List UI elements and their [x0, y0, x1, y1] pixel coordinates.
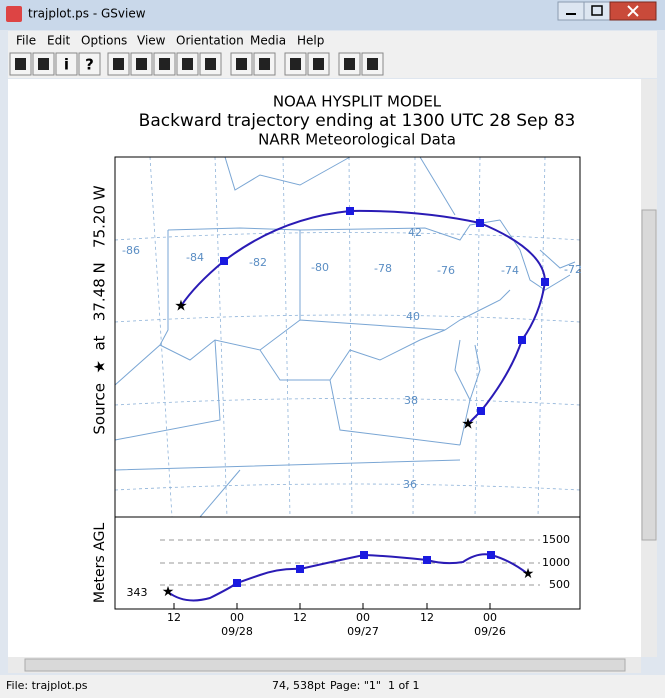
longitude-label: -72	[564, 263, 582, 276]
longitude-label: -82	[249, 256, 267, 269]
toolbar-icon	[236, 58, 247, 70]
latitude-label: 40	[406, 310, 420, 323]
maximize-button[interactable]	[583, 1, 611, 21]
date-label: 09/27	[347, 625, 379, 638]
toolbar-icon	[367, 58, 378, 70]
toolbar-icon	[344, 58, 355, 70]
height-end-star: ★	[522, 566, 535, 582]
longitude-label: -84	[186, 251, 204, 264]
maximize-glyph	[591, 5, 603, 16]
app-icon	[6, 6, 22, 22]
plot-subtitle: Backward trajectory ending at 1300 UTC 2…	[139, 111, 576, 131]
height-axis-label: Meters AGL	[92, 523, 108, 603]
status-file: File: trajplot.ps	[6, 679, 88, 692]
time-label: 12	[293, 611, 307, 624]
height-marker	[296, 565, 304, 573]
height-marker	[360, 551, 368, 559]
start-height: 343	[127, 586, 148, 599]
plot-source: NARR Meteorological Data	[258, 131, 456, 149]
toolbar-icon	[159, 58, 170, 70]
date-label: 09/26	[474, 625, 506, 638]
longitude-label: -78	[374, 262, 392, 275]
status-position: 74, 538pt	[272, 679, 326, 692]
toolbar-button[interactable]	[78, 52, 101, 76]
latitude-label: 36	[403, 478, 417, 491]
toolbar-info[interactable]: i	[64, 56, 69, 74]
toolbar-icon	[113, 58, 124, 70]
trajectory-marker	[346, 207, 354, 215]
toolbar-icon	[15, 58, 26, 70]
end-star: ★	[174, 297, 187, 315]
trajectory-marker	[541, 278, 549, 286]
latitude-label: 38	[404, 394, 418, 407]
time-label: 00	[230, 611, 244, 624]
time-label: 00	[356, 611, 370, 624]
menu-item[interactable]: Edit	[47, 34, 71, 48]
toolbar-icon	[38, 58, 49, 70]
status-bar	[0, 675, 665, 698]
height-start-star: ★	[162, 584, 175, 600]
longitude-label: -80	[311, 261, 329, 274]
height-marker	[423, 556, 431, 564]
toolbar-icon	[259, 58, 270, 70]
plot-title: NOAA HYSPLIT MODEL	[273, 93, 442, 111]
menu-item[interactable]: View	[137, 34, 166, 48]
height-marker	[487, 551, 495, 559]
toolbar-icon	[136, 58, 147, 70]
longitude-label: -74	[501, 264, 519, 277]
menu-item[interactable]: Options	[81, 34, 127, 48]
document-view	[8, 79, 641, 657]
horizontal-scroll-thumb[interactable]	[24, 658, 626, 672]
toolbar-icon	[205, 58, 216, 70]
menu-item[interactable]: Orientation	[176, 34, 244, 48]
vertical-scroll-thumb[interactable]	[641, 209, 657, 541]
latitude-label: 42	[408, 226, 422, 239]
toolbar	[8, 51, 657, 78]
height-frame	[114, 516, 581, 610]
longitude-label: -76	[437, 264, 455, 277]
time-label: 00	[483, 611, 497, 624]
source-label: Source ★ at 37.48 N 75.20 W	[91, 185, 109, 434]
status-page: Page: "1" 1 of 1	[330, 679, 420, 692]
height-marker	[233, 579, 241, 587]
minimize-button[interactable]	[557, 1, 585, 21]
boundaries	[114, 156, 576, 518]
toolbar-help[interactable]: ?	[85, 56, 94, 74]
trajectory-marker	[477, 407, 485, 415]
time-label: 12	[167, 611, 181, 624]
source-star: ★	[461, 415, 474, 433]
longitude-label: -86	[122, 244, 140, 257]
title-bar	[0, 0, 665, 30]
height-tick-label: 1500	[542, 533, 570, 546]
time-label: 12	[420, 611, 434, 624]
trajectory-marker	[220, 257, 228, 265]
trajectory-marker	[476, 219, 484, 227]
menu-item[interactable]: Help	[297, 34, 324, 48]
longitude-lines	[149, 156, 546, 518]
close-glyph	[627, 5, 639, 17]
trajectory-marker	[518, 336, 526, 344]
toolbar-icon	[290, 58, 301, 70]
height-tick-label: 1000	[542, 556, 570, 569]
toolbar-icon	[313, 58, 324, 70]
date-label: 09/28	[221, 625, 253, 638]
menu-item[interactable]: File	[16, 34, 36, 48]
window-title: trajplot.ps - GSview	[28, 7, 146, 21]
toolbar-button[interactable]	[55, 52, 78, 76]
toolbar-icon	[182, 58, 193, 70]
menu-item[interactable]: Media	[250, 34, 286, 48]
height-tick-label: 500	[549, 578, 570, 591]
menu-bar	[8, 31, 657, 51]
